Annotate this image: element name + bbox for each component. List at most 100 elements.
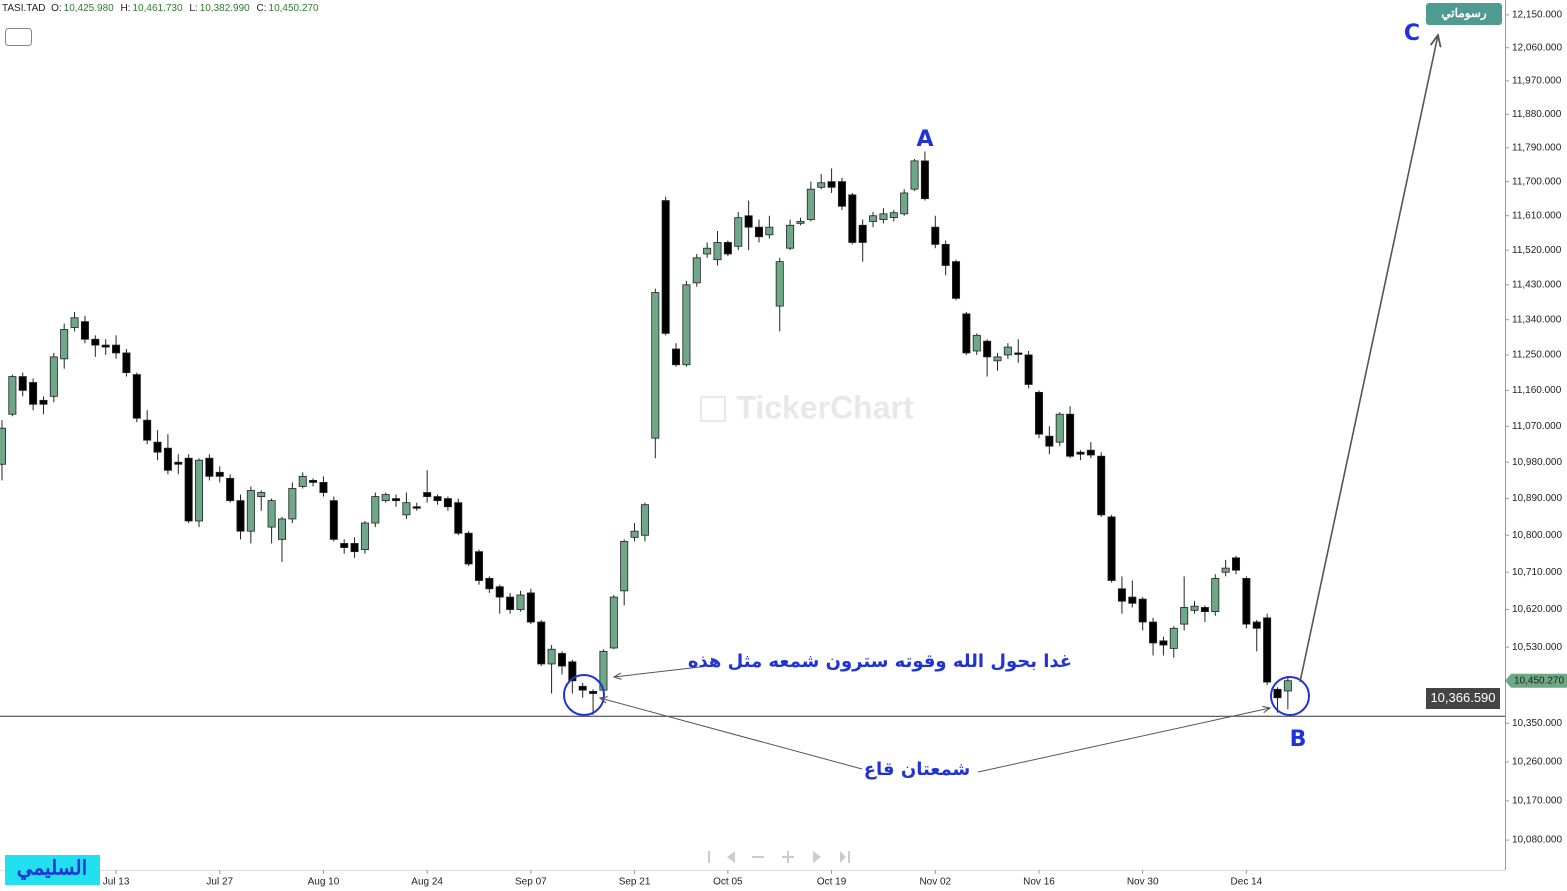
candle-body [39,399,48,405]
candle-body [122,352,131,374]
candle-body [443,498,452,508]
x-tick-label: Oct 05 [713,877,743,888]
candle-body [226,477,235,502]
candle-body [184,457,193,522]
candle-body [163,447,172,471]
candle-body [952,261,961,299]
candle-body [578,685,587,691]
candle-body [495,586,504,598]
candle-body [1055,413,1064,443]
x-tick-label: Jul 27 [206,877,233,888]
candle-body [1107,516,1116,581]
candle-body [1169,627,1178,649]
candle-body [941,243,950,266]
last-price-tag [1505,673,1567,688]
y-tick-label: 11,880.000 [1512,109,1562,120]
candle-body [537,621,546,665]
candle-body [858,224,867,243]
candle-body [236,500,245,532]
candle-body [713,242,722,261]
candle-body [1159,640,1168,646]
watermark: TickerChart [736,389,914,425]
y-tick-label: 10,800.000 [1512,530,1562,541]
candle-body [754,226,763,238]
y-tick-label: 11,700.000 [1512,176,1562,187]
candle-body [423,492,432,497]
nav-end[interactable] [840,851,850,863]
nav-zoom-out[interactable] [752,856,764,858]
x-tick-label: Jul 13 [103,877,130,888]
forecast-note: غدا بحول الله وقوته سترون شمعه مثل هذه [688,651,1072,672]
close-value: 10,450.270 [268,3,319,14]
candle-body [1252,621,1261,629]
candle-body [319,482,328,493]
candle-body [402,502,411,516]
candle-body [1066,413,1075,457]
candle-body [464,532,473,565]
candle-body [869,215,878,222]
candle-body [1273,688,1282,699]
candle-body [744,215,753,228]
candle-body [195,459,204,522]
y-tick-label: 11,070.000 [1512,421,1562,432]
candle-body [931,226,940,245]
y-tick-label: 10,260.000 [1512,757,1562,768]
nav-forward[interactable] [813,851,821,863]
candle-body [796,221,805,224]
candle-body [723,242,732,255]
candle-body [692,257,701,284]
x-tick-label: Sep 21 [619,877,651,888]
low-value: 10,382.990 [199,3,250,14]
candle-body [889,212,898,219]
candle-body [153,441,162,453]
symbol: TASI.TAD [2,3,46,14]
peak-label: A [916,127,933,152]
x-tick-label: Nov 16 [1023,877,1055,888]
candle-body [350,543,359,553]
candle-body [143,419,152,441]
open-value: 10,425.980 [63,3,114,14]
last-price-label: 10,450.270 [1514,675,1564,686]
candle-body [920,160,929,200]
candle-body [1128,596,1137,604]
x-tick-label: Sep 07 [515,877,547,888]
close-label: C: [256,3,267,14]
candle-body [630,530,639,538]
candle-body [1024,354,1033,385]
candle-body [900,192,909,215]
candle-body [765,226,774,236]
nav-zoom-in[interactable] [782,851,794,863]
ohlc-header: TASI.TAD O: 10,425.980 H: 10,461.730 L: 10,… [2,3,323,14]
candle-body [734,217,743,247]
y-tick-label: 10,170.000 [1512,795,1562,806]
author: السليمي [17,857,87,880]
candle-body [381,494,390,502]
y-tick-label: 11,340.000 [1512,314,1562,325]
open-label: O: [51,3,62,14]
candle-body [661,200,670,334]
candle-body [786,224,795,249]
nav-back[interactable] [727,851,735,863]
nav-start[interactable] [708,851,710,863]
candle-body [651,292,660,439]
candle-body [1086,449,1095,456]
candle-body [205,457,214,477]
candle-body [547,648,556,665]
candle-body [1221,567,1230,573]
candle-body [29,382,38,405]
candle-body [475,551,484,581]
candle-body [806,188,815,220]
candle-body [298,475,307,487]
candle-body [454,502,463,534]
y-tick-label: 11,430.000 [1512,279,1562,290]
highlight-circle [563,674,605,716]
bottoms-note: شمعتان قاع [864,759,971,780]
candle-body [277,518,286,540]
logo-badge[interactable] [1426,3,1502,25]
settings-box[interactable] [5,28,32,46]
candle-body [49,356,58,397]
candle-body [703,247,712,255]
candle-body [1283,680,1292,692]
candle-body [1190,605,1199,611]
logo[interactable]: رسوماتي [1441,6,1487,21]
